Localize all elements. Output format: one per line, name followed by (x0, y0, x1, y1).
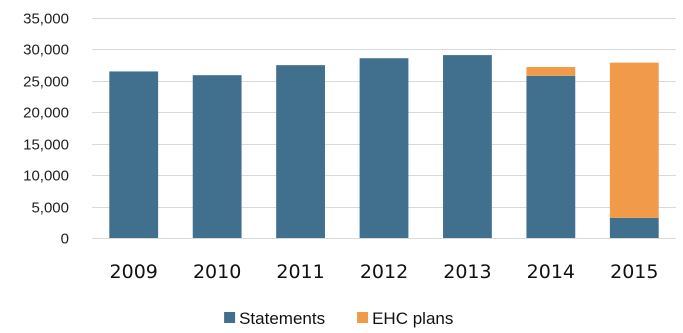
y-axis-tick-labels: 0 5,000 10,000 15,000 20,000 25,000 30,000 35,0… (23, 11, 69, 248)
bar-statements-2009 (109, 71, 159, 239)
y-tick-label: 0 (61, 231, 69, 248)
bar-statements-2014 (526, 75, 576, 238)
y-tick-label: 25,000 (23, 74, 69, 91)
bar-statements-2012 (359, 58, 409, 239)
y-tick-label: 15,000 (23, 137, 69, 154)
legend-swatch-ehc-plans (357, 312, 369, 323)
bars (109, 55, 659, 239)
x-tick-label: 2013 (443, 261, 491, 283)
bar-ehc-plans-2015 (609, 62, 659, 218)
legend: Statements EHC plans (224, 309, 453, 328)
y-tick-label: 35,000 (23, 11, 69, 28)
legend-label: Statements (239, 309, 325, 328)
x-axis-tick-labels: 2009 2010 2011 2012 2013 2014 2015 (110, 261, 659, 283)
bar-statements-2011 (276, 65, 325, 238)
y-tick-label: 30,000 (23, 42, 69, 59)
x-tick-label: 2009 (110, 261, 158, 283)
bar-statements-2015 (609, 217, 659, 238)
legend-label: EHC plans (372, 309, 453, 328)
x-tick-label: 2014 (527, 261, 575, 283)
y-tick-label: 5,000 (31, 200, 69, 217)
x-tick-label: 2011 (276, 261, 324, 283)
x-tick-label: 2010 (193, 261, 241, 283)
y-tick-label: 20,000 (23, 105, 69, 122)
y-tick-label: 10,000 (23, 168, 69, 185)
bar-statements-2010 (192, 75, 242, 238)
bar-ehc-plans-2014 (526, 67, 576, 76)
legend-swatch-statements (224, 312, 236, 323)
x-tick-label: 2015 (610, 261, 658, 283)
bar-statements-2013 (443, 55, 492, 239)
x-tick-label: 2012 (360, 261, 408, 283)
